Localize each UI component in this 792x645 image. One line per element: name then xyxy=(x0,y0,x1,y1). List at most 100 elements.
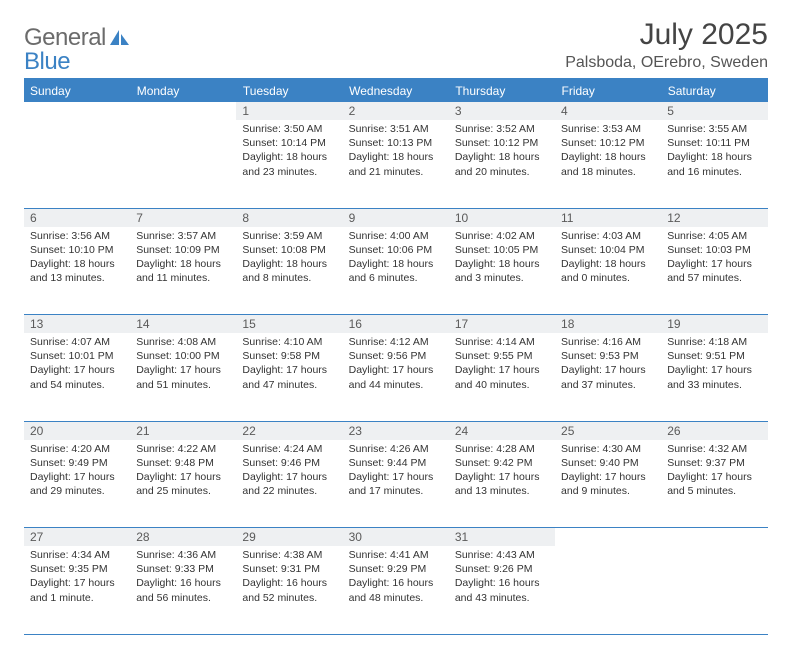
sunset-text: Sunset: 9:26 PM xyxy=(455,562,549,576)
day-number xyxy=(661,528,767,546)
daylight-text: Daylight: 17 hours and 40 minutes. xyxy=(455,363,549,391)
sunset-text: Sunset: 10:01 PM xyxy=(30,349,124,363)
day-number: 29 xyxy=(236,528,342,546)
day-number: 11 xyxy=(555,209,661,227)
sunrise-text: Sunrise: 3:52 AM xyxy=(455,122,549,136)
daynum-cell xyxy=(555,528,661,547)
daylight-text: Daylight: 18 hours and 11 minutes. xyxy=(136,257,230,285)
daynum-cell: 28 xyxy=(130,528,236,547)
day-details: Sunrise: 3:52 AMSunset: 10:12 PMDaylight… xyxy=(449,120,555,183)
daynum-row: 20212223242526 xyxy=(24,421,768,440)
daylight-text: Daylight: 17 hours and 5 minutes. xyxy=(667,470,761,498)
sunset-text: Sunset: 9:37 PM xyxy=(667,456,761,470)
day-details: Sunrise: 4:34 AMSunset: 9:35 PMDaylight:… xyxy=(24,546,130,609)
daylight-text: Daylight: 17 hours and 1 minute. xyxy=(30,576,124,604)
daylight-text: Daylight: 17 hours and 57 minutes. xyxy=(667,257,761,285)
day-cell: Sunrise: 4:36 AMSunset: 9:33 PMDaylight:… xyxy=(130,546,236,634)
sunrise-text: Sunrise: 4:28 AM xyxy=(455,442,549,456)
daylight-text: Daylight: 17 hours and 44 minutes. xyxy=(349,363,443,391)
day-number: 24 xyxy=(449,422,555,440)
sunrise-text: Sunrise: 4:20 AM xyxy=(30,442,124,456)
day-cell: Sunrise: 4:08 AMSunset: 10:00 PMDaylight… xyxy=(130,333,236,421)
sunset-text: Sunset: 9:29 PM xyxy=(349,562,443,576)
sunrise-text: Sunrise: 4:38 AM xyxy=(242,548,336,562)
daylight-text: Daylight: 16 hours and 56 minutes. xyxy=(136,576,230,604)
daynum-cell: 24 xyxy=(449,421,555,440)
sunrise-text: Sunrise: 4:32 AM xyxy=(667,442,761,456)
daylight-text: Daylight: 18 hours and 3 minutes. xyxy=(455,257,549,285)
sunset-text: Sunset: 9:48 PM xyxy=(136,456,230,470)
sunrise-text: Sunrise: 4:07 AM xyxy=(30,335,124,349)
day-cell: Sunrise: 4:38 AMSunset: 9:31 PMDaylight:… xyxy=(236,546,342,634)
day-details: Sunrise: 4:03 AMSunset: 10:04 PMDaylight… xyxy=(555,227,661,290)
sunrise-text: Sunrise: 3:59 AM xyxy=(242,229,336,243)
sunrise-text: Sunrise: 4:12 AM xyxy=(349,335,443,349)
daylight-text: Daylight: 17 hours and 54 minutes. xyxy=(30,363,124,391)
daynum-cell: 8 xyxy=(236,208,342,227)
day-number xyxy=(555,528,661,546)
daynum-cell xyxy=(661,528,767,547)
day-number: 12 xyxy=(661,209,767,227)
daynum-cell: 2 xyxy=(343,102,449,120)
day-number: 21 xyxy=(130,422,236,440)
day-number: 19 xyxy=(661,315,767,333)
day-details: Sunrise: 4:30 AMSunset: 9:40 PMDaylight:… xyxy=(555,440,661,503)
day-number xyxy=(24,102,130,120)
daynum-cell: 22 xyxy=(236,421,342,440)
sunrise-text: Sunrise: 4:30 AM xyxy=(561,442,655,456)
day-details: Sunrise: 4:26 AMSunset: 9:44 PMDaylight:… xyxy=(343,440,449,503)
daynum-cell: 21 xyxy=(130,421,236,440)
day-details: Sunrise: 4:22 AMSunset: 9:48 PMDaylight:… xyxy=(130,440,236,503)
day-details: Sunrise: 3:51 AMSunset: 10:13 PMDaylight… xyxy=(343,120,449,183)
sunset-text: Sunset: 9:56 PM xyxy=(349,349,443,363)
day-details: Sunrise: 4:12 AMSunset: 9:56 PMDaylight:… xyxy=(343,333,449,396)
location: Palsboda, OErebro, Sweden xyxy=(565,54,768,72)
day-details: Sunrise: 3:50 AMSunset: 10:14 PMDaylight… xyxy=(236,120,342,183)
daynum-row: 13141516171819 xyxy=(24,315,768,334)
day-number: 14 xyxy=(130,315,236,333)
day-number: 1 xyxy=(236,102,342,120)
sunset-text: Sunset: 10:10 PM xyxy=(30,243,124,257)
sunrise-text: Sunrise: 4:08 AM xyxy=(136,335,230,349)
day-cell: Sunrise: 3:51 AMSunset: 10:13 PMDaylight… xyxy=(343,120,449,208)
sunrise-text: Sunrise: 4:36 AM xyxy=(136,548,230,562)
day-cell: Sunrise: 4:14 AMSunset: 9:55 PMDaylight:… xyxy=(449,333,555,421)
day-cell: Sunrise: 4:16 AMSunset: 9:53 PMDaylight:… xyxy=(555,333,661,421)
day-details: Sunrise: 4:02 AMSunset: 10:05 PMDaylight… xyxy=(449,227,555,290)
day-cell: Sunrise: 3:56 AMSunset: 10:10 PMDaylight… xyxy=(24,227,130,315)
day-cell xyxy=(555,546,661,634)
title-block: July 2025 Palsboda, OErebro, Sweden xyxy=(565,18,768,72)
sunset-text: Sunset: 10:14 PM xyxy=(242,136,336,150)
sunrise-text: Sunrise: 4:18 AM xyxy=(667,335,761,349)
daynum-cell: 29 xyxy=(236,528,342,547)
daynum-row: 2728293031 xyxy=(24,528,768,547)
sunrise-text: Sunrise: 3:51 AM xyxy=(349,122,443,136)
daynum-cell: 13 xyxy=(24,315,130,334)
day-number xyxy=(130,102,236,120)
day-cell: Sunrise: 4:22 AMSunset: 9:48 PMDaylight:… xyxy=(130,440,236,528)
header-row: Sunday Monday Tuesday Wednesday Thursday… xyxy=(24,80,768,102)
day-cell: Sunrise: 4:07 AMSunset: 10:01 PMDaylight… xyxy=(24,333,130,421)
sunset-text: Sunset: 9:55 PM xyxy=(455,349,549,363)
day-number: 23 xyxy=(343,422,449,440)
day-number: 9 xyxy=(343,209,449,227)
logo: General xyxy=(24,18,132,52)
daylight-text: Daylight: 18 hours and 8 minutes. xyxy=(242,257,336,285)
day-details: Sunrise: 4:05 AMSunset: 10:03 PMDaylight… xyxy=(661,227,767,290)
daylight-text: Daylight: 18 hours and 6 minutes. xyxy=(349,257,443,285)
day-details: Sunrise: 4:18 AMSunset: 9:51 PMDaylight:… xyxy=(661,333,767,396)
sunset-text: Sunset: 10:03 PM xyxy=(667,243,761,257)
week-row: Sunrise: 3:56 AMSunset: 10:10 PMDaylight… xyxy=(24,227,768,315)
week-row: Sunrise: 3:50 AMSunset: 10:14 PMDaylight… xyxy=(24,120,768,208)
daynum-cell: 1 xyxy=(236,102,342,120)
day-details: Sunrise: 4:32 AMSunset: 9:37 PMDaylight:… xyxy=(661,440,767,503)
daynum-cell: 3 xyxy=(449,102,555,120)
day-cell: Sunrise: 3:55 AMSunset: 10:11 PMDaylight… xyxy=(661,120,767,208)
day-cell xyxy=(24,120,130,208)
day-details: Sunrise: 4:10 AMSunset: 9:58 PMDaylight:… xyxy=(236,333,342,396)
daylight-text: Daylight: 16 hours and 48 minutes. xyxy=(349,576,443,604)
day-cell: Sunrise: 4:18 AMSunset: 9:51 PMDaylight:… xyxy=(661,333,767,421)
sunrise-text: Sunrise: 3:50 AM xyxy=(242,122,336,136)
day-cell xyxy=(130,120,236,208)
day-details: Sunrise: 4:41 AMSunset: 9:29 PMDaylight:… xyxy=(343,546,449,609)
